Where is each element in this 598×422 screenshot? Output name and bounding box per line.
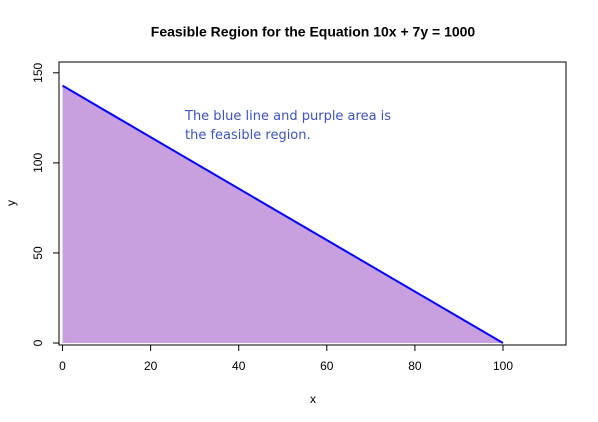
y-tick-label: 50 (31, 246, 45, 260)
chart-title: Feasible Region for the Equation 10x + 7… (151, 24, 476, 40)
y-tick-label: 150 (31, 62, 45, 82)
y-tick-label: 100 (31, 153, 45, 173)
x-tick-label: 60 (320, 359, 334, 373)
x-tick-label: 80 (408, 359, 422, 373)
y-tick-label: 0 (31, 339, 45, 346)
x-tick-label: 100 (493, 359, 513, 373)
annotation: the feasible region. (185, 128, 311, 143)
x-tick-label: 0 (59, 359, 66, 373)
x-tick-label: 20 (144, 359, 158, 373)
x-axis-label: x (310, 392, 316, 406)
x-tick-label: 40 (232, 359, 246, 373)
annotation: The blue line and purple area is (184, 109, 391, 124)
constraint-line (62, 84, 504, 344)
y-axis-label: y (4, 200, 18, 206)
